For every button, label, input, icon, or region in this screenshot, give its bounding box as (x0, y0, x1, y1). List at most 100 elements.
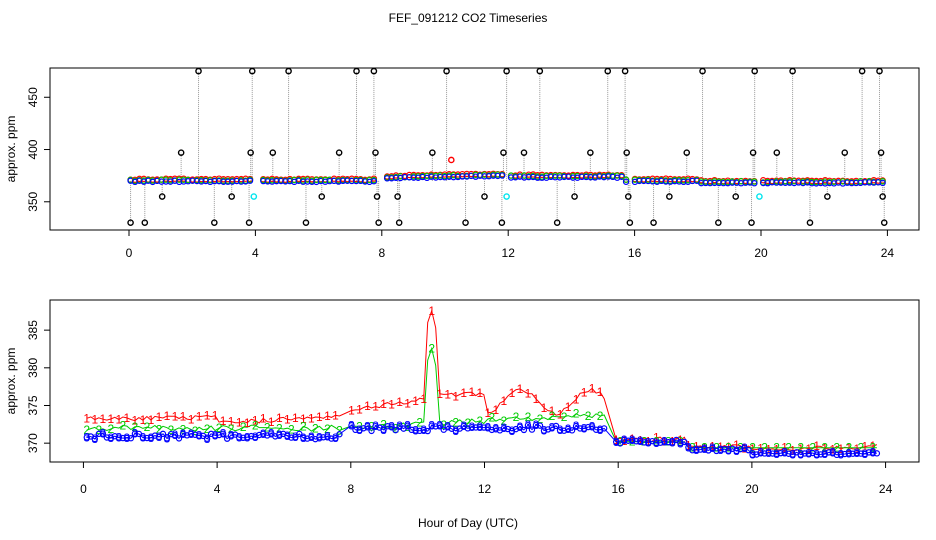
series-1-marker: 1 (348, 404, 355, 418)
outlier-point (500, 149, 507, 156)
series-1-marker: 1 (308, 411, 315, 425)
series-3-circle (621, 436, 628, 444)
series-3-marker: 3 (164, 431, 171, 445)
series-3-circle (869, 449, 877, 456)
series-3-marker: 3 (436, 418, 443, 432)
series-2-marker: 2 (300, 419, 307, 433)
series-1-marker: 1 (621, 434, 628, 448)
series-3-circle (637, 437, 644, 445)
series-3-circle (596, 426, 604, 434)
series-3-marker: 3 (789, 448, 796, 462)
series-3-marker: 3 (645, 436, 652, 450)
series-1-marker: 1 (589, 381, 596, 395)
series-2-marker: 2 (156, 422, 163, 436)
bottom-x-tick-label: 0 (80, 482, 87, 496)
series-3-marker: 3 (797, 448, 804, 462)
outlier-point (141, 219, 149, 226)
series-3-circle (865, 449, 873, 456)
outlier-point (571, 193, 578, 200)
series-3-circle (191, 431, 199, 438)
outlier-point (429, 149, 436, 156)
series-3-circle (809, 449, 816, 457)
series-3-circle (131, 430, 139, 437)
series-3-circle (227, 432, 235, 439)
series-2-marker: 2 (476, 414, 483, 428)
series-3-circle (616, 440, 624, 447)
series-3-marker: 3 (653, 436, 660, 450)
series-1-marker: 1 (549, 404, 556, 418)
outlier-point (699, 67, 706, 75)
top-x-tick-label: 12 (502, 246, 516, 260)
series-3-marker: 3 (300, 431, 307, 445)
series-3-circle (665, 438, 672, 446)
top-y-label: approx. ppm (4, 116, 18, 183)
series-3-circle (268, 430, 275, 437)
series-1-marker: 1 (164, 409, 171, 423)
series-2-marker: 2 (464, 416, 471, 430)
outlier-point (789, 67, 796, 75)
series-3-circle (219, 430, 227, 437)
series-3-circle (215, 431, 223, 439)
series-3-circle (111, 433, 119, 440)
series-3-circle (400, 425, 407, 432)
series-2-marker: 2 (216, 421, 223, 435)
series-3-marker: 3 (116, 431, 123, 445)
series-3-circle (524, 422, 532, 429)
series-1-marker: 1 (837, 442, 844, 456)
series-3-circle (171, 432, 179, 439)
series-3-circle (143, 434, 151, 442)
series-3-circle (332, 435, 339, 442)
series-3-circle (592, 426, 600, 433)
series-1-marker: 1 (372, 400, 379, 414)
series-2-marker: 2 (428, 342, 435, 356)
series-3-circle (320, 434, 327, 441)
band-point (618, 173, 625, 180)
bottom-y-tick-label: 385 (26, 320, 40, 340)
series-3-circle (532, 421, 540, 429)
series-3-marker: 3 (597, 423, 604, 437)
series-1-marker: 1 (116, 412, 123, 426)
series-3-circle (392, 426, 399, 434)
top-plot-frame (49, 67, 920, 231)
series-2-marker: 2 (264, 421, 271, 435)
bottom-x-tick-label: 8 (347, 482, 354, 496)
series-3-circle (500, 425, 508, 432)
series-1-marker: 1 (661, 434, 668, 448)
series-3-marker: 3 (741, 441, 748, 455)
series-3-circle (380, 426, 387, 434)
band-point (605, 173, 612, 180)
series-3-circle (135, 430, 143, 438)
outlier-point (373, 193, 381, 200)
series-3-marker: 3 (565, 422, 572, 436)
series-3-marker: 3 (677, 436, 684, 450)
outlier-point (370, 67, 378, 75)
series-2-marker: 2 (95, 423, 102, 437)
series-3-marker: 3 (292, 430, 299, 444)
series-1-marker: 1 (356, 403, 363, 417)
series-3-marker: 3 (244, 430, 251, 444)
outlier-point (395, 219, 403, 226)
series-1-marker: 1 (292, 411, 299, 425)
outlier-point (749, 149, 757, 156)
series-1-marker: 1 (476, 386, 483, 400)
outlier-point (715, 219, 722, 226)
bottom-y-label: approx. ppm (4, 348, 18, 415)
series-3-circle (256, 431, 263, 439)
band-point (543, 172, 550, 180)
series-3-circle (276, 431, 283, 438)
series-2-marker: 2 (501, 414, 508, 428)
series-3-circle (183, 432, 191, 439)
outlier-point (623, 149, 631, 156)
series-3-marker: 3 (509, 424, 516, 438)
series-3-circle (625, 437, 632, 444)
series-1-marker: 1 (781, 440, 788, 454)
series-2-marker: 2 (785, 441, 792, 455)
series-3-marker: 3 (332, 431, 339, 445)
series-3-circle (849, 450, 857, 457)
series-1-marker: 1 (493, 403, 500, 417)
series-3-circle (235, 434, 243, 441)
series-3-marker: 3 (517, 420, 524, 434)
series-3-marker: 3 (637, 434, 644, 448)
outlier-point (498, 219, 506, 226)
outlier-point (127, 219, 134, 226)
